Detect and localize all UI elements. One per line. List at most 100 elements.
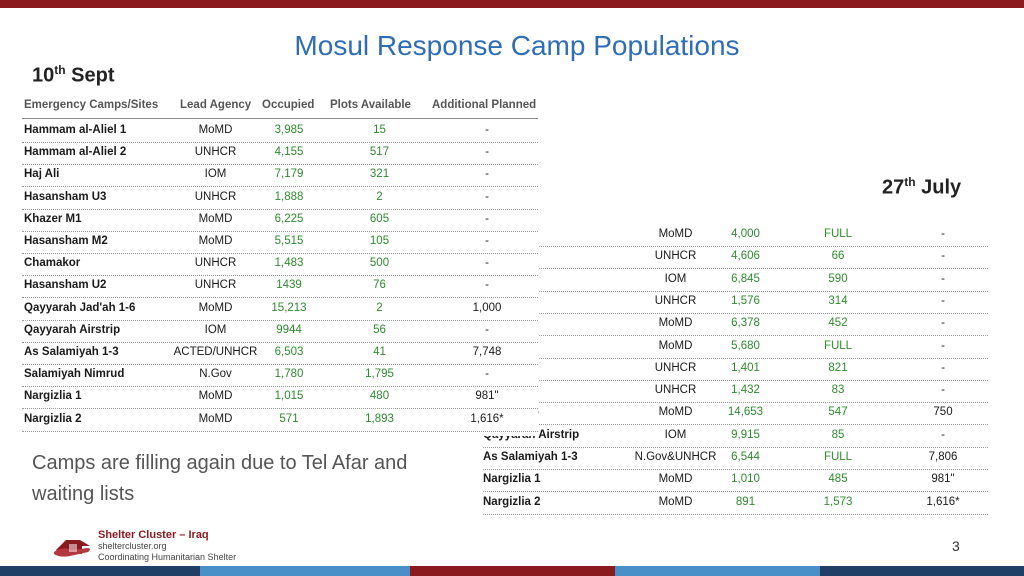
additional-planned-value: 981" xyxy=(475,390,499,403)
lead-agency: UNHCR xyxy=(654,294,697,307)
additional-planned-value: 1,616* xyxy=(926,495,960,508)
lead-agency: UNHCR xyxy=(654,250,697,263)
occupied-value: 7,179 xyxy=(274,168,304,181)
site-name: Hasansham U3 xyxy=(24,190,107,203)
occupied-value: 6,544 xyxy=(731,451,760,463)
site-name: Haj Ali xyxy=(24,168,60,181)
additional-planned-value: - xyxy=(485,124,489,136)
lead-agency: UNHCR xyxy=(194,146,237,159)
occupied-value: 5,515 xyxy=(274,235,304,247)
table-row: Qayyarah Jad'ah 1-6 MoMD 15,213 2 1,000 xyxy=(22,298,538,321)
plots-available-value: 85 xyxy=(831,428,845,441)
additional-planned-value: - xyxy=(485,279,489,292)
lead-agency: IOM xyxy=(204,323,227,336)
table-row: Salamiyah Nimrud N.Gov 1,780 1,795 - xyxy=(22,364,538,388)
lead-agency: MoMD xyxy=(658,228,693,240)
table-row: Nargizlia 1 MoMD 1,010 485 981" xyxy=(483,469,988,493)
plots-available-value: 76 xyxy=(373,279,386,292)
occupied-value: 891 xyxy=(735,495,756,508)
lead-agency: MoMD xyxy=(198,124,233,136)
table-row: Hasansham U3 UNHCR 1,888 2 - xyxy=(22,187,538,210)
occupied-value: 6,845 xyxy=(731,272,760,285)
column-header: Occupied xyxy=(262,99,315,111)
additional-planned-value: - xyxy=(485,146,489,159)
table-row: UNHCR 1,401 821 - xyxy=(483,358,988,381)
occupied-value: 571 xyxy=(279,412,299,425)
additional-planned-value: 1,000 xyxy=(472,301,502,314)
plots-available-value: 517 xyxy=(369,146,390,159)
site-name: Qayyarah Jad'ah 1-6 xyxy=(24,301,136,314)
table-row: As Salamiyah 1-3 ACTED/UNHCR 6,503 41 7,748 xyxy=(22,342,538,365)
plots-available-value: 314 xyxy=(828,294,848,307)
plots-available-value: FULL xyxy=(823,451,853,463)
plots-available-value: 66 xyxy=(831,250,845,263)
plots-available-value: 547 xyxy=(828,406,848,419)
lead-agency: MoMD xyxy=(198,390,233,403)
additional-planned-value: - xyxy=(941,317,945,330)
additional-planned-value: - xyxy=(485,323,489,336)
bottom-bar-segment xyxy=(615,566,820,576)
plots-available-value: 821 xyxy=(828,361,848,374)
occupied-value: 1,010 xyxy=(731,473,760,486)
lead-agency: MoMD xyxy=(658,339,693,352)
lead-agency: MoMD xyxy=(658,495,693,508)
lead-agency: UNHCR xyxy=(654,361,697,374)
lead-agency: IOM xyxy=(204,168,227,181)
occupied-value: 1,576 xyxy=(731,294,760,307)
additional-planned-value: - xyxy=(485,257,489,270)
additional-planned-value: - xyxy=(485,168,489,181)
table-row: Hasansham M2 MoMD 5,515 105 - xyxy=(22,231,538,254)
plots-available-value: 2 xyxy=(376,301,383,314)
additional-planned-value: - xyxy=(941,339,945,352)
lead-agency: N.Gov&UNHCR xyxy=(634,451,717,463)
plots-available-value: 15 xyxy=(373,124,386,136)
org-info: Shelter Cluster – Iraq sheltercluster.or… xyxy=(98,530,236,563)
occupied-value: 9944 xyxy=(276,323,302,336)
additional-planned-value: - xyxy=(485,368,489,381)
site-name: Hammam al-Aliel 2 xyxy=(24,146,127,159)
occupied-value: 6,378 xyxy=(731,317,760,330)
org-name: Shelter Cluster – Iraq xyxy=(98,529,209,541)
occupied-value: 1,015 xyxy=(274,390,304,403)
bottom-bar-segment xyxy=(820,566,1024,576)
column-header: Lead Agency xyxy=(180,99,252,111)
slide-title: Mosul Response Camp Populations xyxy=(294,30,740,61)
occupied-value: 4,000 xyxy=(731,228,760,240)
plots-available-value: 83 xyxy=(831,384,845,397)
occupied-value: 14,653 xyxy=(727,406,764,419)
site-name: Hasansham M2 xyxy=(24,235,108,247)
lead-agency: IOM xyxy=(664,272,687,285)
table-row: As Salamiyah 1-3 N.Gov&UNHCR 6,544 FULL 7,80… xyxy=(483,447,988,470)
plots-available-value: 452 xyxy=(828,317,848,330)
lead-agency: IOM xyxy=(664,428,687,441)
plots-available-value: 485 xyxy=(828,473,848,486)
additional-planned-value: 1,616* xyxy=(470,412,504,425)
table-row: IOM 6,845 590 - xyxy=(483,269,988,292)
plots-available-value: 2 xyxy=(376,190,383,203)
plots-available-value: 1,573 xyxy=(823,495,853,508)
additional-planned-value: - xyxy=(941,428,945,441)
lead-agency: MoMD xyxy=(198,235,233,247)
table-row: Khazer M1 MoMD 6,225 605 - xyxy=(22,209,538,232)
additional-planned-value: - xyxy=(941,228,945,240)
site-name: Nargizlia 2 xyxy=(483,495,541,508)
bottom-bar-segment xyxy=(0,566,200,576)
column-header: Plots Available xyxy=(330,99,411,111)
occupied-value: 6,503 xyxy=(274,346,304,358)
lead-agency: MoMD xyxy=(198,301,233,314)
additional-planned-value: 7,748 xyxy=(472,346,502,358)
lead-agency: UNHCR xyxy=(194,257,237,270)
org-url[interactable]: sheltercluster.org xyxy=(98,541,167,551)
header-divider xyxy=(22,118,538,119)
plots-available-value: 41 xyxy=(373,346,386,358)
additional-planned-value: - xyxy=(485,212,489,225)
column-header: Additional Planned xyxy=(432,99,537,111)
